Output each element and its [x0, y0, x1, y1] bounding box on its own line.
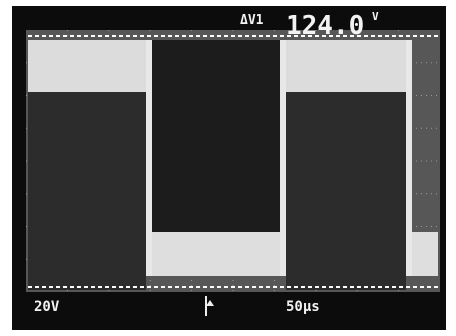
- oscilloscope-screen: ΔV1 124.0 V 20V 50μs: [0, 0, 456, 336]
- waveform: [28, 40, 438, 290]
- low-level-band: [412, 232, 438, 276]
- high-level-band: [28, 40, 146, 92]
- low-level-band: [152, 232, 282, 276]
- high-body: [28, 92, 146, 290]
- high-body: [286, 92, 406, 290]
- cursor-value: 124.0: [286, 11, 364, 41]
- time-per-div: 50μs: [286, 299, 320, 315]
- cursor-label: ΔV1: [240, 13, 264, 28]
- status-bar: [26, 292, 440, 320]
- volts-per-div: 20V: [34, 299, 60, 315]
- low-body: [152, 40, 282, 232]
- rising-edge: [280, 40, 286, 276]
- falling-edge: [146, 40, 152, 276]
- cursor-unit: V: [372, 10, 379, 23]
- falling-edge: [406, 40, 412, 276]
- high-level-band: [286, 40, 406, 92]
